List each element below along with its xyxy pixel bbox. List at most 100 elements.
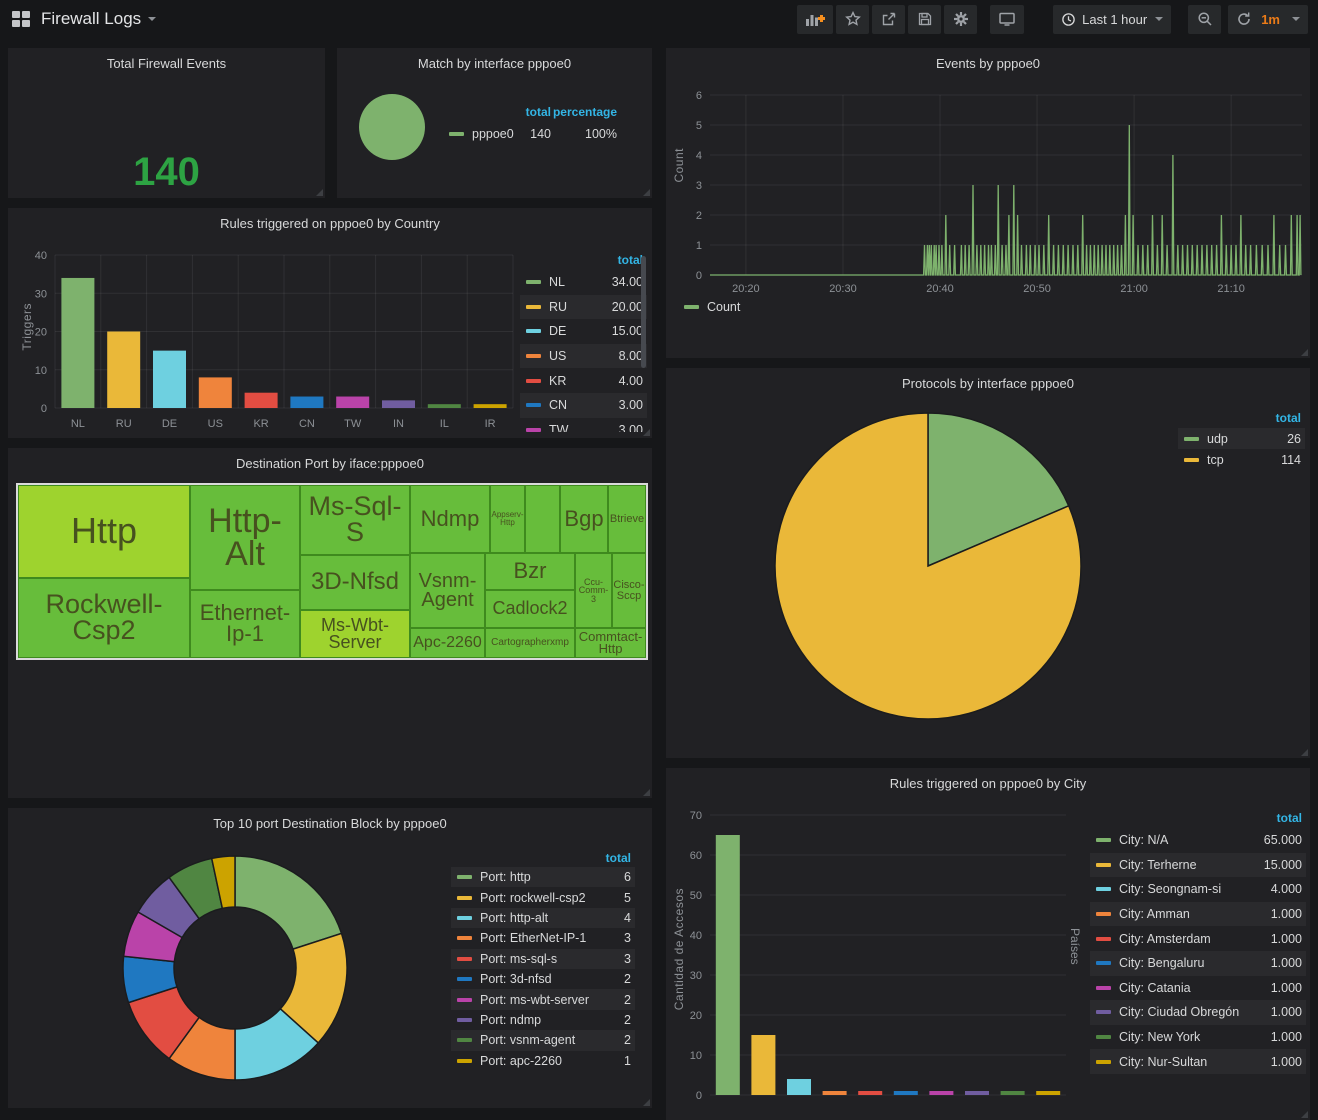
legend-item[interactable]: udp 26 [1178,428,1305,449]
panel-title[interactable]: Protocols by interface pppoe0 [902,376,1074,391]
legend-item[interactable]: tcp 114 [1178,449,1305,470]
bar-Catania[interactable] [929,1091,954,1095]
bar-N/A[interactable] [715,835,740,1095]
treemap-cell-ms-wbt-server[interactable]: Ms-Wbt-Server [300,610,410,658]
bar-Nur-Sultan[interactable] [1036,1091,1061,1095]
legend-item[interactable]: Port: 3d-nfsd 2 [451,969,635,989]
treemap-cell-cisco-sccp[interactable]: Cisco-Sccp [612,553,646,628]
bar-IN[interactable] [382,400,415,408]
dashboard-title[interactable]: Firewall Logs [41,9,142,28]
time-range-picker[interactable]: Last 1 hour [1053,4,1172,34]
panel-resize-handle[interactable] [1301,1111,1308,1118]
legend-item[interactable]: Port: http 6 [451,867,635,888]
bar-Bengaluru[interactable] [893,1091,918,1095]
bar-Terherne[interactable] [751,1035,776,1095]
legend-item[interactable]: City: Bengaluru 1.000 [1090,950,1306,976]
legend-scrollbar[interactable] [641,256,646,368]
legend-item[interactable]: TW 3.00 [520,418,647,432]
legend-item[interactable]: City: Nur-Sultan 1.000 [1090,1049,1306,1074]
legend-item[interactable]: Port: http-alt 4 [451,907,635,929]
treemap-cell-appserv-http[interactable]: Appserv-Http [490,485,525,553]
treemap-cell-cadlock2[interactable]: Cadlock2 [485,590,575,628]
treemap-cell-commtact-http[interactable]: Commtact-Http [575,628,646,658]
treemap-cell-bzr[interactable]: Bzr [485,553,575,590]
panel-title[interactable]: Destination Port by iface:pppoe0 [236,456,424,471]
treemap-cell-http[interactable]: Http [18,485,190,578]
pie-slice-pppoe0[interactable] [359,94,425,160]
bar-TW[interactable] [336,396,370,408]
treemap-cell-ndmp[interactable]: Ndmp [410,485,490,553]
zoom-out-button[interactable] [1188,4,1222,34]
legend-item[interactable]: US 8.00 [520,343,647,369]
slice-udp[interactable] [927,412,1070,568]
bar-Ciudad Obregón[interactable] [965,1091,989,1095]
treemap-cell-ms-sql-s[interactable]: Ms-Sql-S [300,485,410,555]
slice-port-http[interactable] [234,855,343,951]
legend-item[interactable]: Port: vsnm-agent 2 [451,1030,635,1051]
panel-resize-handle[interactable] [643,429,650,436]
bar-Amsterdam[interactable] [858,1091,883,1095]
settings-button[interactable] [944,4,978,34]
dashboard-grid-icon[interactable] [12,11,30,27]
refresh-button[interactable]: 1m [1228,4,1308,34]
panel-title[interactable]: Events by pppoe0 [935,56,1041,71]
treemap-cell-http-alt[interactable]: Http-Alt [190,485,300,590]
legend-item[interactable]: DE 15.00 [520,319,647,344]
treemap-cell-cartographerxmp[interactable]: Cartographerxmp [485,628,575,658]
bar-RU[interactable] [107,331,141,409]
legend-item[interactable]: Port: ms-sql-s 3 [451,948,635,969]
treemap-cell-3d-nfsd[interactable]: 3D-Nfsd [300,555,410,610]
legend-item[interactable]: Port: ndmp 2 [451,1010,635,1030]
legend-item[interactable]: CN 3.00 [520,392,647,418]
panel-title[interactable]: Total Firewall Events [106,56,227,71]
panel-resize-handle[interactable] [316,189,323,196]
add-panel-button[interactable] [797,4,834,34]
legend-item[interactable]: City: Amman 1.000 [1090,901,1306,927]
bar-NL[interactable] [61,277,95,408]
legend-item[interactable]: City: New York 1.000 [1090,1025,1306,1050]
slice-tcp[interactable] [774,412,1082,720]
legend-item[interactable]: City: Amsterdam 1.000 [1090,926,1306,951]
series-line-count[interactable] [710,124,1302,276]
bar-IL[interactable] [427,404,461,408]
legend-item[interactable]: City: Ciudad Obregón 1.000 [1090,1000,1306,1025]
bar-New York[interactable] [1000,1091,1025,1095]
treemap-cell-unlabeled[interactable] [525,485,560,553]
bar-US[interactable] [198,377,232,408]
legend-item[interactable]: NL 34.00 [520,270,647,295]
panel-title[interactable]: Match by interface pppoe0 [417,56,572,71]
legend-item[interactable]: City: N/A 65.000 [1090,828,1306,853]
panel-title[interactable]: Top 10 port Destination Block by pppoe0 [213,816,447,831]
legend-item[interactable]: Port: apc-2260 1 [451,1051,635,1071]
legend-item[interactable]: Port: EtherNet-IP-1 3 [451,928,635,948]
bar-DE[interactable] [153,350,186,408]
save-button[interactable] [908,4,942,34]
legend-item[interactable]: KR 4.00 [520,368,647,393]
star-button[interactable] [836,4,870,34]
legend-item[interactable]: Port: ms-wbt-server 2 [451,989,635,1010]
legend-item[interactable]: City: Catania 1.000 [1090,976,1306,1001]
treemap-cell-ethernet-ip-1[interactable]: Ethernet-Ip-1 [190,590,300,658]
panel-resize-handle[interactable] [643,189,650,196]
legend-item[interactable]: RU 20.00 [520,294,647,320]
bar-IR[interactable] [473,404,507,408]
series-legend-item[interactable]: Count [684,300,740,314]
panel-resize-handle[interactable] [1301,349,1308,356]
treemap-cell-apc-2260[interactable]: Apc-2260 [410,628,485,658]
legend-item[interactable]: City: Seongnam-si 4.000 [1090,877,1306,902]
panel-title[interactable]: Rules triggered on pppoe0 by Country [220,216,440,231]
panel-resize-handle[interactable] [643,789,650,796]
panel-resize-handle[interactable] [643,1099,650,1106]
treemap-cell-vsnm-agent[interactable]: Vsnm-Agent [410,553,485,628]
share-button[interactable] [872,4,906,34]
legend-item[interactable]: City: Terherne 15.000 [1090,852,1306,878]
slice-port-apc-2260[interactable] [210,855,236,910]
tv-kiosk-button[interactable] [990,4,1025,34]
legend-item[interactable]: pppoe0 140 100% [449,122,621,146]
treemap-cell-ccu-comm-3[interactable]: Ccu-Comm-3 [575,553,612,628]
treemap-cell-rockwell-csp2[interactable]: Rockwell-Csp2 [18,578,190,658]
bar-Amman[interactable] [822,1091,847,1095]
panel-resize-handle[interactable] [1301,749,1308,756]
bar-KR[interactable] [244,392,278,408]
legend-item[interactable]: Port: rockwell-csp2 5 [451,887,635,907]
